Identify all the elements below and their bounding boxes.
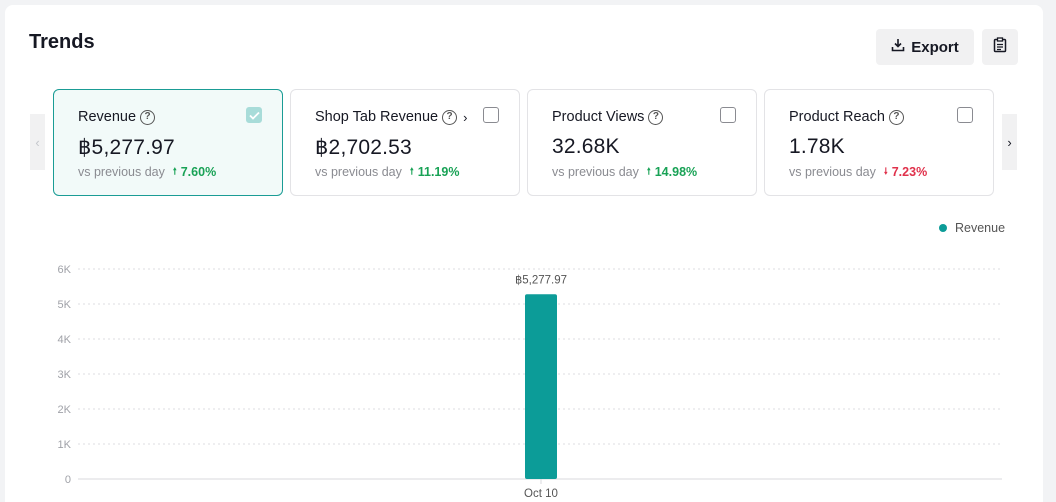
clipboard-button[interactable] xyxy=(982,29,1018,65)
y-tick-label: 5K xyxy=(58,299,72,311)
chevron-left-icon: ‹ xyxy=(35,134,40,150)
trend-chart: 0 1K 2K 3K 4K 5K 6K ฿5,277.97 Oct 10 xyxy=(58,264,1002,500)
metric-card-product-reach[interactable]: Product Reach ? 1.78K vs previous day 🠗 … xyxy=(764,89,994,196)
y-tick-label: 0 xyxy=(65,474,71,486)
y-tick-label: 1K xyxy=(58,439,72,451)
legend-label: Revenue xyxy=(955,221,1006,235)
delta-badge: 🠕 7.60% xyxy=(172,165,217,179)
metric-checkbox[interactable] xyxy=(720,107,736,123)
chart-legend[interactable]: Revenue xyxy=(939,221,1005,235)
carousel-next-button[interactable]: › xyxy=(1002,114,1017,170)
metric-card-product-views[interactable]: Product Views ? 32.68K vs previous day 🠕… xyxy=(527,89,757,196)
metric-label: Shop Tab Revenue xyxy=(315,109,439,125)
metric-card-shop-tab-revenue[interactable]: Shop Tab Revenue ? › ฿2,702.53 vs previo… xyxy=(290,89,520,196)
question-circle-icon[interactable]: ? xyxy=(888,109,904,125)
metric-value: 32.68K xyxy=(552,135,620,158)
metric-value: 1.78K xyxy=(789,135,845,158)
arrow-up-icon: 🠕 xyxy=(646,166,651,176)
delta-badge: 🠕 14.98% xyxy=(646,165,698,179)
metric-checkbox[interactable] xyxy=(483,107,499,123)
metric-card-revenue[interactable]: Revenue ? ฿5,277.97 vs previous day 🠕 7.… xyxy=(53,89,283,196)
metric-checkbox[interactable] xyxy=(246,107,262,123)
compare-label: vs previous day xyxy=(552,165,639,179)
y-tick-label: 3K xyxy=(58,369,72,381)
y-tick-label: 6K xyxy=(58,264,72,276)
chevron-right-icon[interactable]: › xyxy=(463,109,468,125)
y-tick-label: 4K xyxy=(58,334,72,346)
y-tick-label: 2K xyxy=(58,404,72,416)
arrow-up-icon: 🠕 xyxy=(409,166,414,176)
question-circle-icon[interactable]: ? xyxy=(648,109,664,125)
arrow-down-icon: 🠗 xyxy=(883,166,888,176)
question-circle-icon[interactable]: ? xyxy=(140,109,156,125)
trends-panel xyxy=(5,5,1043,502)
metric-checkbox[interactable] xyxy=(957,107,973,123)
arrow-up-icon: 🠕 xyxy=(172,166,177,176)
compare-label: vs previous day xyxy=(315,165,402,179)
metric-label: Product Views xyxy=(552,109,645,125)
clipboard-icon xyxy=(993,36,1007,58)
question-circle-icon[interactable]: ? xyxy=(442,109,458,125)
data-label: ฿5,277.97 xyxy=(515,273,567,286)
page-title: Trends xyxy=(29,31,95,53)
download-icon xyxy=(891,38,905,56)
compare-label: vs previous day xyxy=(78,165,165,179)
bar[interactable] xyxy=(525,294,557,479)
metric-label: Revenue xyxy=(78,109,137,125)
legend-swatch xyxy=(939,224,947,232)
export-button[interactable]: Export xyxy=(876,29,974,65)
metric-value: ฿2,702.53 xyxy=(315,136,412,159)
chevron-right-icon: › xyxy=(1007,134,1012,150)
delta-badge: 🠗 7.23% xyxy=(883,165,928,179)
compare-label: vs previous day xyxy=(789,165,876,179)
delta-badge: 🠕 11.19% xyxy=(409,165,460,179)
x-tick-label: Oct 10 xyxy=(524,488,558,500)
carousel-prev-button[interactable]: ‹ xyxy=(30,114,45,170)
metric-value: ฿5,277.97 xyxy=(78,136,175,159)
export-label: Export xyxy=(911,38,959,56)
metric-label: Product Reach xyxy=(789,109,885,125)
